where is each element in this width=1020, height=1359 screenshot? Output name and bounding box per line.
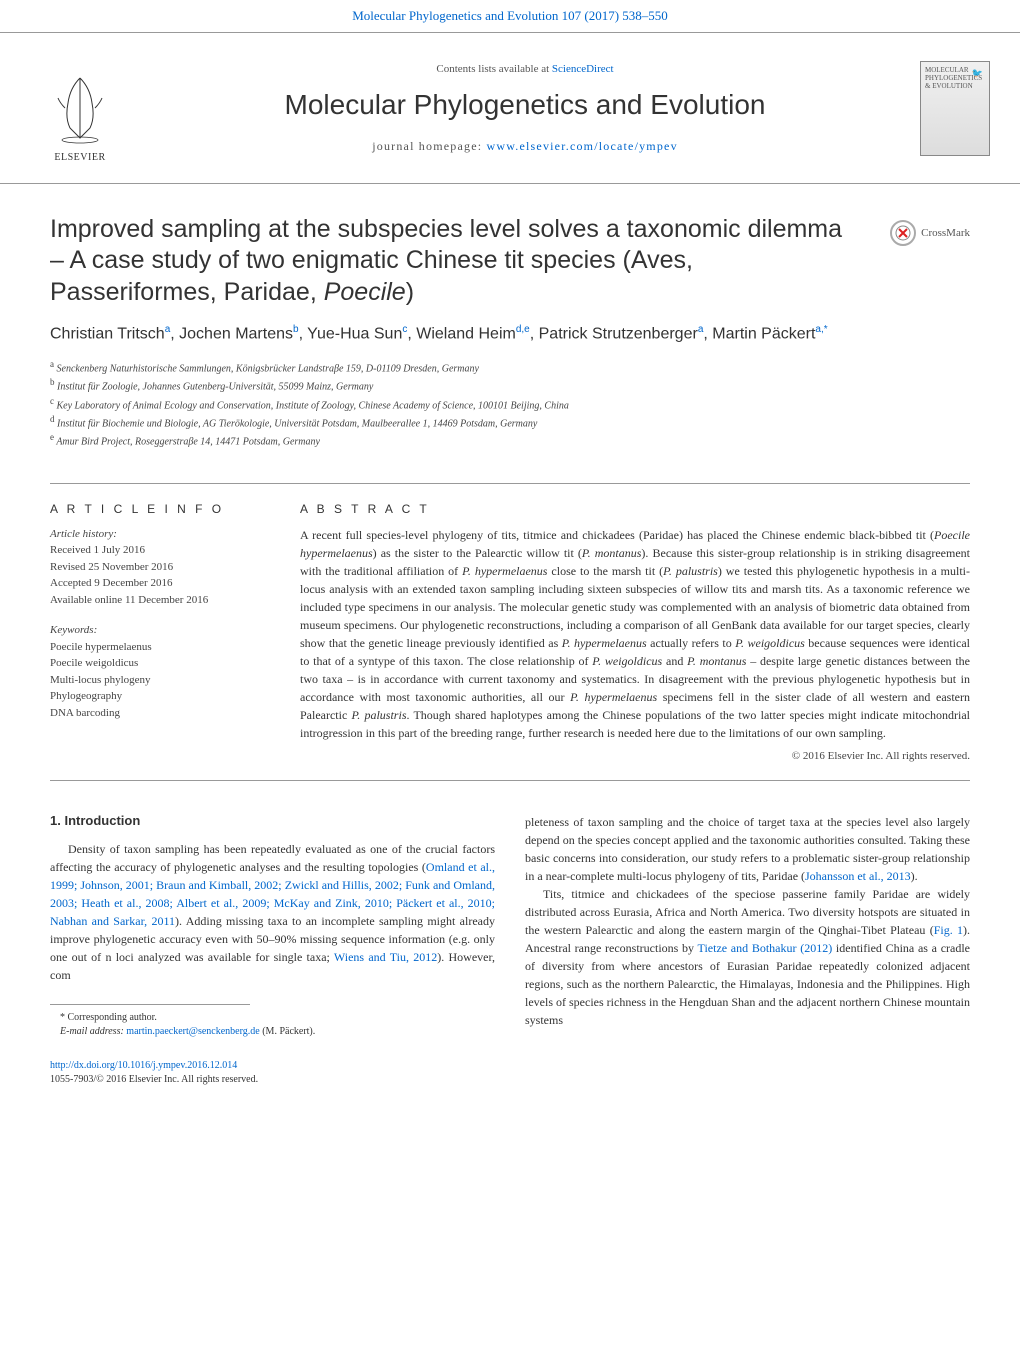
affiliation-line: b Institut für Zoologie, Johannes Gutenb… (50, 376, 970, 394)
body-columns: 1. Introduction Density of taxon samplin… (0, 799, 1020, 1059)
corresponding-label: * Corresponding author. (50, 1011, 495, 1025)
divider-rule (50, 483, 970, 484)
citation-link[interactable]: Molecular Phylogenetics and Evolution 10… (352, 8, 668, 23)
journal-homepage: journal homepage: www.elsevier.com/locat… (130, 139, 920, 154)
history-line: Available online 11 December 2016 (50, 592, 270, 609)
crossmark-icon (890, 220, 916, 246)
citation-link-3[interactable]: Johansson et al., 2013 (805, 869, 911, 883)
corresponding-email[interactable]: martin.paeckert@senckenberg.de (126, 1026, 259, 1037)
article-title: Improved sampling at the subspecies leve… (50, 214, 970, 308)
history-line: Revised 25 November 2016 (50, 559, 270, 576)
keywords-block: Keywords: Poecile hypermelaenusPoecile w… (50, 622, 270, 721)
title-pre: Improved sampling at the subspecies leve… (50, 215, 842, 306)
elsevier-tree-icon (40, 68, 120, 148)
section-name: Introduction (64, 813, 140, 828)
abstract-heading: A B S T R A C T (300, 502, 970, 516)
bird-icon: 🐦 (972, 68, 983, 79)
page-footer: http://dx.doi.org/10.1016/j.ympev.2016.1… (0, 1059, 1020, 1107)
section-number: 1. (50, 813, 61, 828)
publisher-name: ELSEVIER (54, 152, 105, 163)
citation-bar: Molecular Phylogenetics and Evolution 10… (0, 0, 1020, 32)
keyword-line: DNA barcoding (50, 705, 270, 722)
affiliation-line: a Senckenberg Naturhistorische Sammlunge… (50, 358, 970, 376)
keyword-line: Multi-locus phylogeny (50, 672, 270, 689)
affiliation-line: c Key Laboratory of Animal Ecology and C… (50, 395, 970, 413)
publisher-logo: ELSEVIER (30, 53, 130, 163)
p1c-post: ). (911, 869, 918, 883)
abstract-copyright: © 2016 Elsevier Inc. All rights reserved… (300, 750, 970, 762)
keyword-line: Poecile weigoldicus (50, 655, 270, 672)
article-history: Article history: Received 1 July 2016Rev… (50, 526, 270, 609)
affiliation-line: e Amur Bird Project, Roseggerstraβe 14, … (50, 431, 970, 449)
keyword-line: Phylogeography (50, 688, 270, 705)
history-line: Received 1 July 2016 (50, 542, 270, 559)
divider-rule-2 (50, 780, 970, 781)
body-para-2: Tits, titmice and chickadees of the spec… (525, 885, 970, 1029)
affiliation-line: d Institut für Biochemie und Biologie, A… (50, 413, 970, 431)
sciencedirect-link[interactable]: ScienceDirect (552, 63, 614, 75)
email-label: E-mail address: (60, 1026, 126, 1037)
body-para-1-cont: pleteness of taxon sampling and the choi… (525, 813, 970, 885)
title-italic: Poecile (324, 278, 406, 306)
journal-title: Molecular Phylogenetics and Evolution (130, 89, 920, 121)
citation-link-4[interactable]: Tietze and Bothakur (2012) (698, 941, 833, 955)
history-label: Article history: (50, 526, 270, 543)
history-line: Accepted 9 December 2016 (50, 575, 270, 592)
crossmark-badge[interactable]: CrossMark (890, 220, 970, 246)
homepage-link[interactable]: www.elsevier.com/locate/ympev (486, 139, 677, 153)
homepage-prefix: journal homepage: (372, 139, 486, 153)
abstract: A B S T R A C T A recent full species-le… (300, 502, 970, 762)
crossmark-label: CrossMark (921, 227, 970, 239)
article-info: A R T I C L E I N F O Article history: R… (50, 502, 270, 762)
keyword-line: Poecile hypermelaenus (50, 639, 270, 656)
citation-link-2[interactable]: Wiens and Tiu, 2012 (334, 950, 437, 964)
journal-cover-thumb: 🐦 MOLECULAR PHYLOGENETICS & EVOLUTION (920, 61, 990, 156)
corresponding-footnote: * Corresponding author. E-mail address: … (50, 1011, 495, 1039)
journal-center: Contents lists available at ScienceDirec… (130, 63, 920, 154)
p2-pre: Tits, titmice and chickadees of the spec… (525, 887, 970, 937)
abstract-text: A recent full species-level phylogeny of… (300, 526, 970, 742)
footnote-divider (50, 1004, 250, 1005)
contents-available: Contents lists available at ScienceDirec… (130, 63, 920, 75)
title-post: ) (406, 278, 414, 306)
contents-prefix: Contents lists available at (436, 63, 551, 75)
body-para-1: Density of taxon sampling has been repea… (50, 840, 495, 984)
article-info-heading: A R T I C L E I N F O (50, 502, 270, 516)
journal-header: ELSEVIER Contents lists available at Sci… (0, 32, 1020, 184)
issn-line: 1055-7903/© 2016 Elsevier Inc. All right… (50, 1073, 970, 1087)
section-1-title: 1. Introduction (50, 813, 495, 828)
affiliations: a Senckenberg Naturhistorische Sammlunge… (50, 358, 970, 450)
figure-link-1[interactable]: Fig. 1 (934, 923, 963, 937)
info-abstract-row: A R T I C L E I N F O Article history: R… (0, 502, 1020, 762)
doi-link[interactable]: http://dx.doi.org/10.1016/j.ympev.2016.1… (50, 1060, 237, 1071)
authors-line: Christian Tritscha, Jochen Martensb, Yue… (50, 322, 970, 346)
email-suffix: (M. Päckert). (260, 1026, 316, 1037)
article-header: CrossMark Improved sampling at the subsp… (0, 184, 1020, 465)
keywords-label: Keywords: (50, 622, 270, 639)
